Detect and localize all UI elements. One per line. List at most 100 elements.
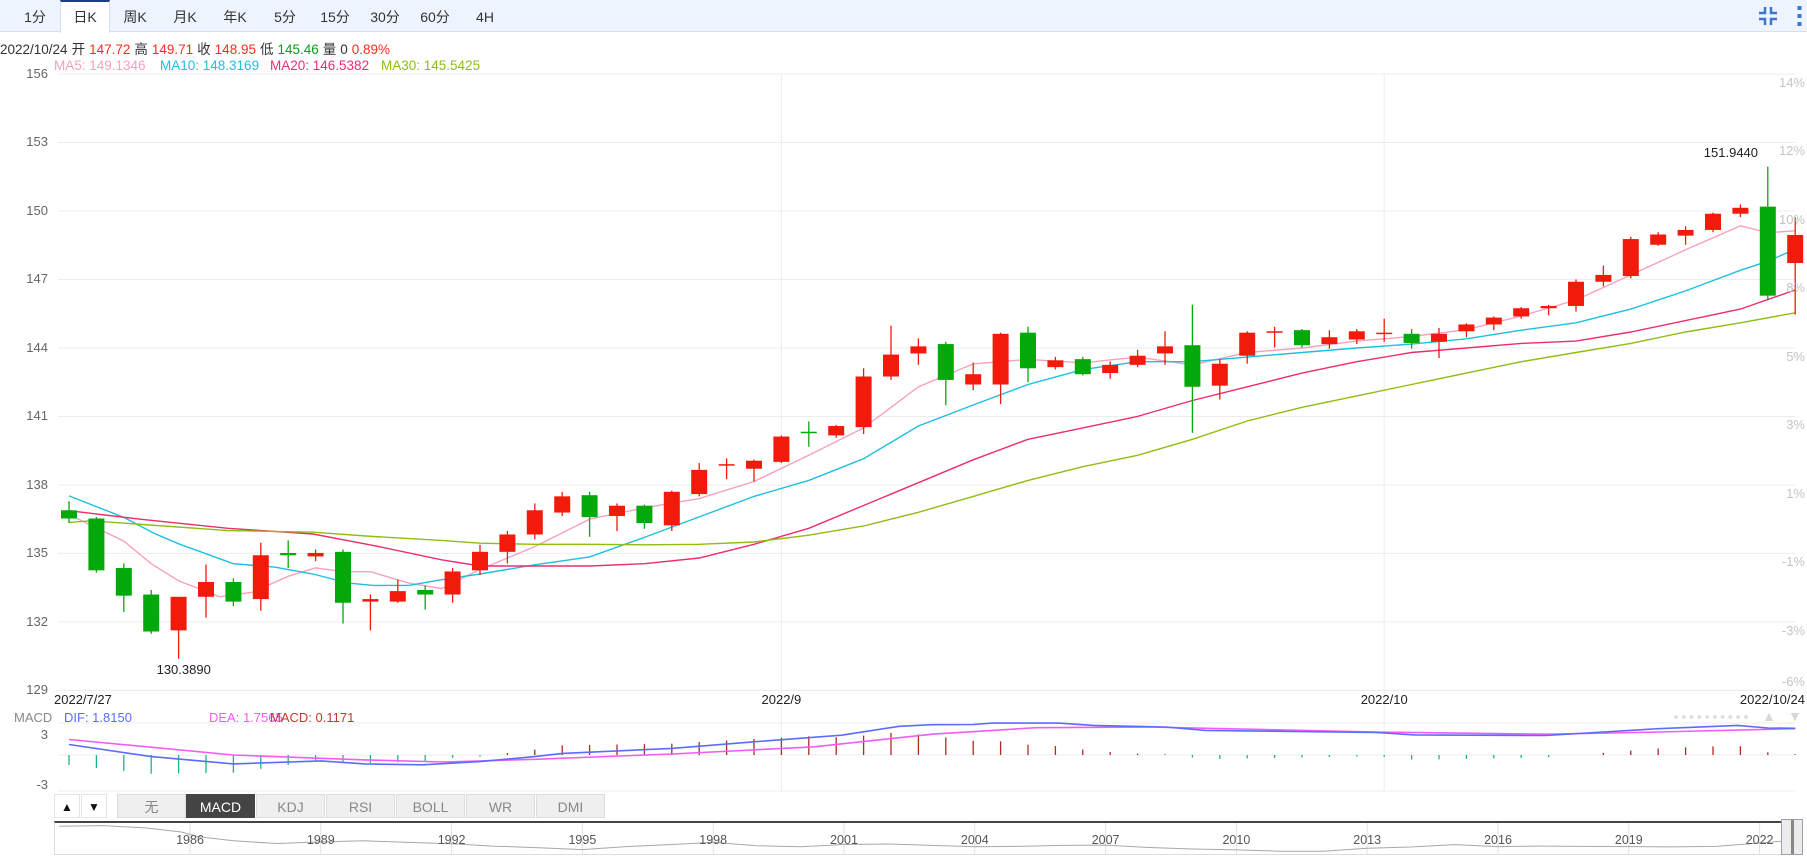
candle-up	[499, 534, 516, 552]
navigator-year-label: 1998	[699, 833, 728, 847]
range-navigator[interactable]	[54, 821, 1781, 855]
navigator-year-label: 2010	[1222, 833, 1251, 847]
navigator-year-label: 2007	[1091, 833, 1120, 847]
candle-up	[1157, 346, 1173, 354]
tab-4h[interactable]: 4H	[476, 9, 494, 25]
candle-down	[280, 552, 297, 556]
candle-up	[691, 469, 708, 495]
candle-up	[362, 599, 379, 602]
high-value: 149.71	[151, 42, 194, 57]
compress-icon[interactable]	[1757, 5, 1779, 27]
indicator-tab-rsi[interactable]: RSI	[326, 794, 395, 818]
ma10-line	[68, 248, 1796, 587]
candle-up	[1787, 234, 1804, 264]
volume-label: 量	[322, 42, 337, 57]
navigator-year-label: 2013	[1353, 833, 1382, 847]
percent-axis-label: 3%	[1786, 417, 1805, 433]
tab-30min[interactable]: 30分	[370, 9, 400, 25]
candle-down	[1759, 206, 1776, 296]
tab-1min[interactable]: 1分	[24, 9, 46, 25]
navigator-year-label: 2004	[960, 833, 989, 847]
price-axis-label: 147	[26, 271, 48, 287]
panel-resize-handle[interactable]	[1674, 715, 1748, 719]
candle-up	[718, 464, 735, 466]
percent-axis-label: 1%	[1786, 485, 1805, 501]
candle-up	[1102, 364, 1119, 374]
indicator-tab-wr[interactable]: WR	[466, 794, 535, 818]
percent-axis-label: -1%	[1781, 554, 1805, 570]
navigator-handle[interactable]	[1781, 819, 1803, 855]
tab-15min[interactable]: 15分	[320, 9, 350, 25]
candle-down	[225, 581, 242, 602]
tab-daily[interactable]: 日K	[60, 0, 110, 33]
candle-up	[1540, 305, 1557, 309]
indicator-tab-boll[interactable]: BOLL	[396, 794, 465, 818]
candle-down	[1184, 345, 1201, 387]
percent-axis-label: -6%	[1781, 674, 1805, 690]
ma10-legend: MA10: 148.3169	[160, 58, 260, 73]
min-price-label: 130.3890	[156, 661, 211, 677]
indicator-tab-macd[interactable]: MACD	[186, 794, 255, 818]
next-indicator-button[interactable]: ▼	[81, 794, 107, 818]
navigator-year-label: 1995	[568, 833, 597, 847]
high-label: 高	[134, 42, 148, 57]
candle-down	[581, 495, 598, 518]
percent-axis-label: 10%	[1778, 211, 1805, 227]
indicator-tab-kdj[interactable]: KDJ	[256, 794, 325, 818]
candle-up	[1732, 207, 1749, 214]
ma20-line	[68, 289, 1796, 567]
panel-down-icon[interactable]: ▼	[1788, 708, 1802, 724]
date-axis-label: 2022/7/27	[54, 692, 112, 707]
navigator-year-label: 1989	[306, 833, 335, 847]
candle-up	[1047, 360, 1064, 368]
candle-up	[444, 571, 461, 595]
candle-up	[198, 581, 214, 597]
candle-down	[417, 589, 434, 595]
candle-up	[992, 333, 1009, 385]
candle-up	[1622, 239, 1639, 277]
close-value: 148.95	[214, 42, 256, 57]
candle-down	[61, 510, 77, 519]
candle-up	[1595, 274, 1612, 282]
indicator-tab-dmi[interactable]: DMI	[536, 794, 605, 818]
candle-down	[800, 431, 817, 434]
candle-up	[554, 496, 571, 513]
candle-up	[1568, 281, 1584, 306]
dea-value: DEA: 1.7565	[209, 710, 283, 725]
close-label: 收	[197, 42, 211, 57]
candle-down	[937, 344, 954, 380]
indicator-tab-none[interactable]: 无	[117, 794, 186, 818]
candle-up	[609, 505, 625, 516]
navigator-year-label: 2019	[1614, 833, 1643, 847]
candle-down	[1074, 359, 1091, 375]
dif-value: DIF: 1.8150	[64, 710, 132, 725]
navigator-year-label: 2022	[1745, 833, 1774, 847]
candle-up	[1705, 213, 1721, 230]
low-value: 145.46	[277, 42, 319, 57]
price-axis-label: 132	[26, 613, 48, 629]
candle-up	[1211, 363, 1228, 386]
candle-up	[1266, 331, 1283, 333]
candle-up	[965, 374, 982, 385]
candle-up	[1513, 308, 1530, 317]
navigator-year-label: 1986	[176, 833, 204, 847]
tab-monthly[interactable]: 月K	[173, 9, 197, 25]
tab-5min[interactable]: 5分	[274, 9, 296, 25]
percent-axis-label: -3%	[1781, 622, 1805, 638]
candle-up	[1239, 332, 1256, 356]
panel-up-icon[interactable]: ▲	[1762, 708, 1776, 724]
prev-indicator-button[interactable]: ▲	[54, 794, 80, 818]
candle-down	[143, 594, 160, 632]
candle-up	[1129, 355, 1146, 365]
tab-yearly[interactable]: 年K	[223, 9, 247, 25]
candle-up	[1348, 331, 1365, 340]
quote-date: 2022/10/24	[0, 42, 68, 57]
candle-down	[335, 551, 351, 603]
more-vertical-icon[interactable]	[1796, 5, 1804, 27]
ma20-legend: MA20: 146.5382	[270, 58, 370, 73]
candle-up	[389, 591, 406, 602]
tab-weekly[interactable]: 周K	[123, 9, 147, 25]
tab-60min[interactable]: 60分	[420, 9, 450, 25]
candle-up	[828, 426, 845, 436]
